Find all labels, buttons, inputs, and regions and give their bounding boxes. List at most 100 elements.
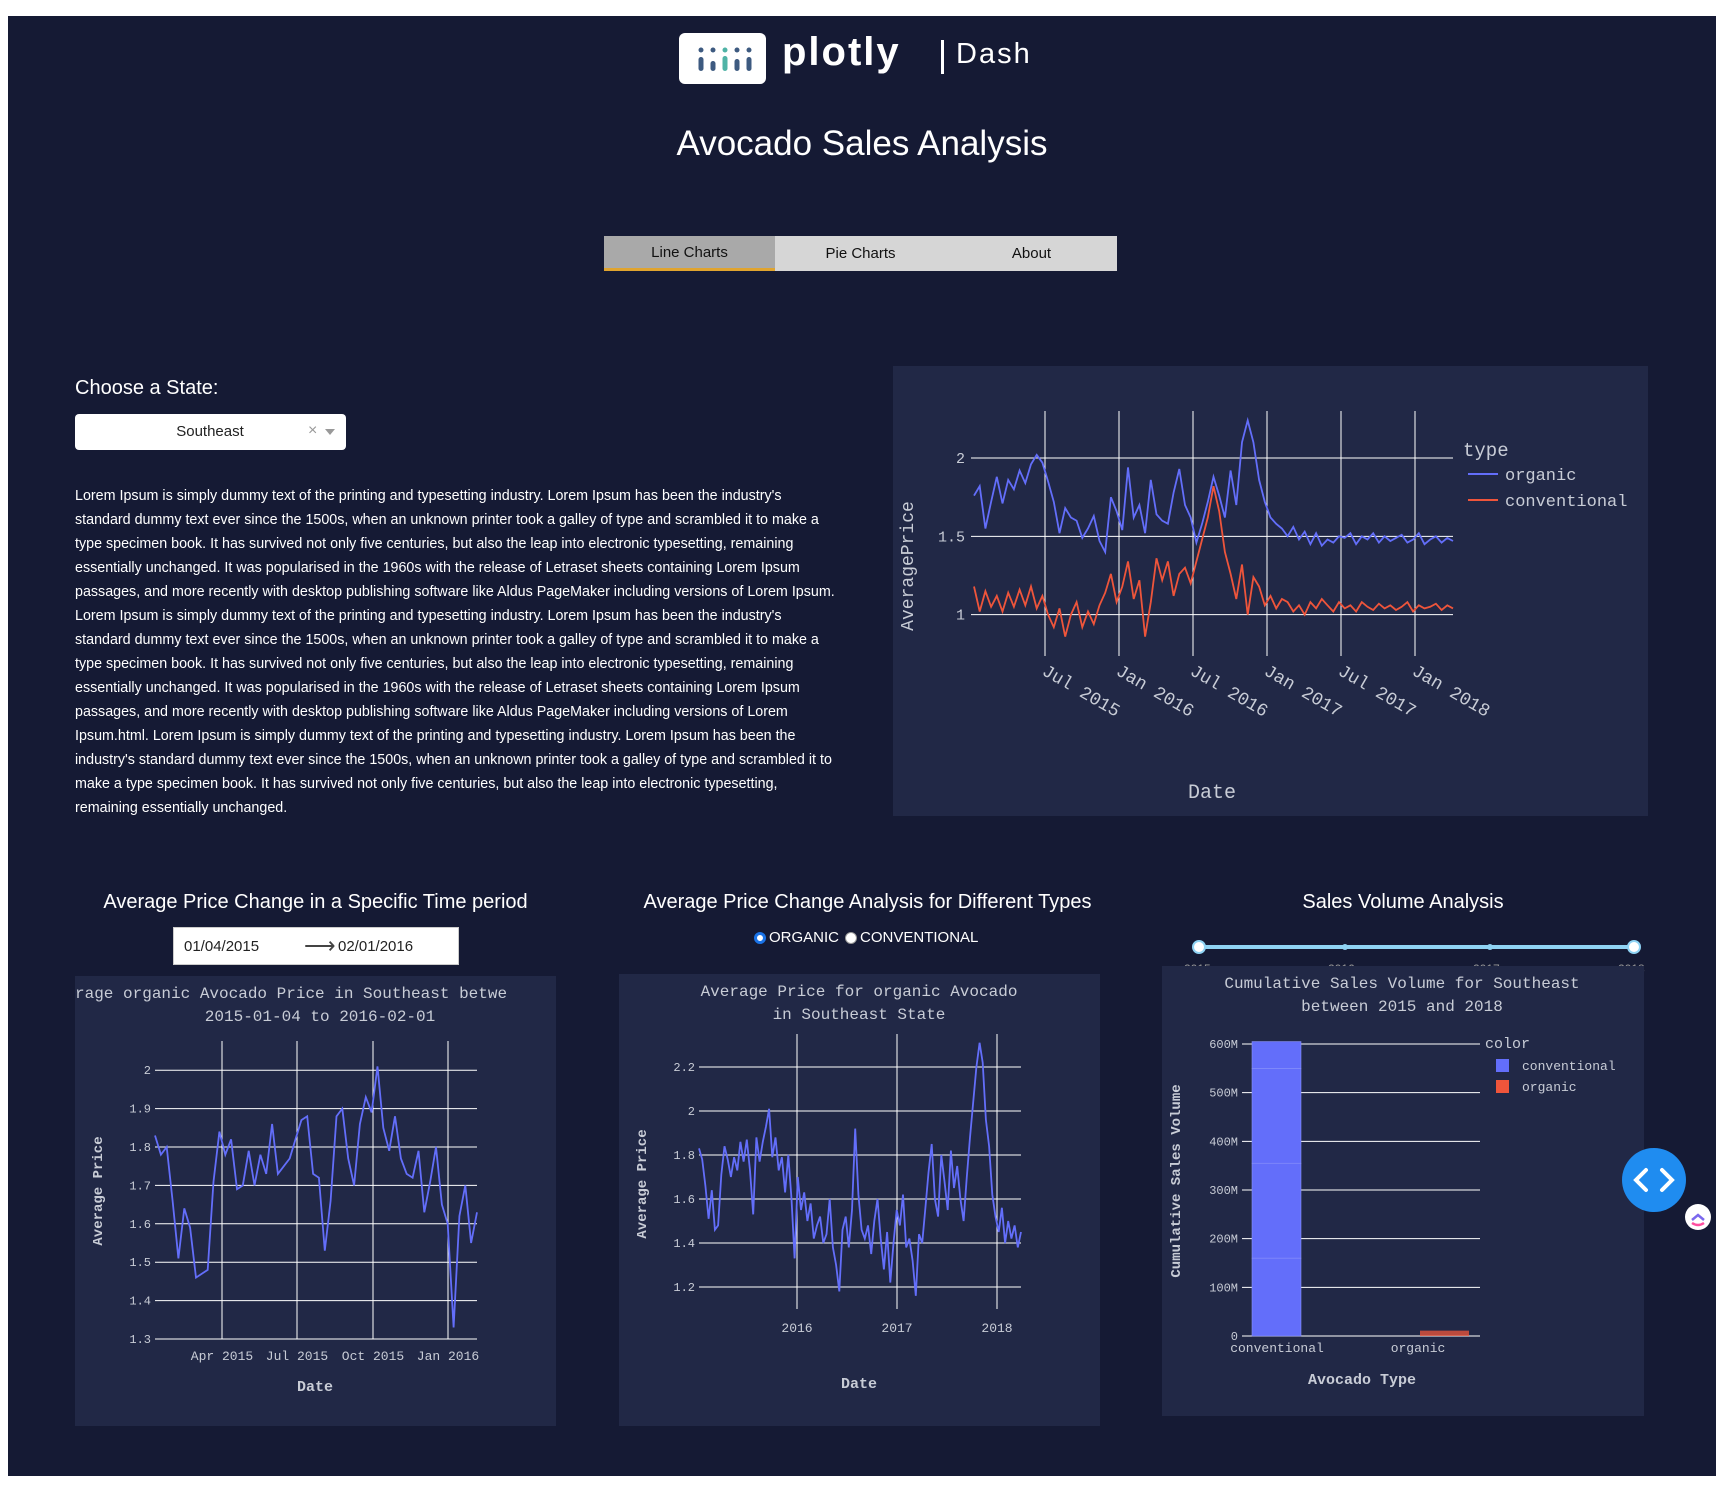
radio-organic[interactable] [754,931,766,944]
bar-organic [1420,1330,1469,1336]
y-tick-label: 1.5 [938,529,965,546]
type-analysis-chart[interactable]: Average Price for organic Avocado in Sout… [619,974,1100,1426]
x-tick-label: 2018 [981,1321,1012,1336]
slider-mark-dot [1342,944,1348,950]
code-brackets-icon [1633,1168,1675,1192]
bar-segment-conventional [1251,1041,1302,1069]
state-dropdown-value: Southeast [176,423,244,440]
x-axis-label: Avocado Type [1308,1372,1416,1389]
x-tick-label: Jul 2016 [1186,662,1271,723]
x-tick-label: Jan 2016 [1112,662,1197,723]
y-axis-label: Average Price [91,1136,107,1245]
slider-track [1198,945,1630,949]
chart-title-line1: rage organic Avocado Price in Southeast … [75,985,507,1003]
description-text: Lorem Ipsum is simply dummy text of the … [75,488,835,816]
y-tick-label: 1.6 [673,1193,695,1207]
y-tick-label: 1.8 [673,1149,695,1163]
code-toggle-button[interactable] [1622,1148,1686,1212]
y-tick-label: 200M [1209,1233,1238,1247]
y-tick-label: 1.3 [129,1333,151,1347]
y-tick-label: 2 [956,451,965,468]
y-tick-label: 600M [1209,1038,1238,1052]
legend-swatch-conventional [1496,1059,1509,1072]
tab-pie-charts[interactable]: Pie Charts [775,236,946,271]
y-axis-label: Average Price [635,1129,651,1238]
chart-title-line2: in Southeast State [773,1006,946,1024]
y-tick-label: 0 [1231,1330,1238,1344]
chart-title-line1: Cumulative Sales Volume for Southeast [1224,975,1579,993]
mid-section-title: Average Price Change Analysis for Differ… [643,891,1092,913]
x-tick-label: Jul 2017 [1334,662,1419,723]
legend-label-conventional: conventional [1505,493,1627,512]
y-tick-label: 1.8 [129,1141,151,1155]
bar-segment-conventional [1251,1257,1302,1337]
arrow-right-icon: ⟶ [304,933,336,961]
x-axis-label: Date [841,1376,877,1393]
sales-volume-chart[interactable]: Cumulative Sales Volume for Southeast bet… [1162,966,1644,1416]
plotly-logo-text: plotly [782,30,901,74]
bars-logo-icon [698,47,752,71]
sales-volume-chart-panel: Cumulative Sales Volume for Southeast bet… [1162,966,1644,1416]
end-date-input[interactable]: 02/01/2016 [338,938,414,955]
main-price-chart-panel: Jul 2015 Jan 2016 Jul 2016 Jan 2017 Jul 2017… [893,366,1648,816]
slider-handle-start[interactable] [1192,940,1206,954]
x-tick-label: Oct 2015 [342,1349,404,1364]
right-section-title: Sales Volume Analysis [1302,891,1504,913]
logo-separator [941,40,944,74]
x-tick-label: 2017 [881,1321,912,1336]
x-tick-label: Jul 2015 [1038,662,1123,723]
x-tick-label: 2016 [781,1321,812,1336]
x-tick-label: Jan 2017 [1260,662,1345,723]
clear-icon[interactable]: × [308,422,318,439]
dash-logo-text: Dash [956,38,1032,70]
bar-segment-conventional [1251,1162,1302,1259]
y-tick-label: 400M [1209,1135,1238,1149]
slider-handle-end[interactable] [1627,940,1641,954]
time-period-chart-panel: rage organic Avocado Price in Southeast … [75,976,556,1426]
legend-label-conventional: conventional [1522,1059,1616,1074]
x-tick-label: Jan 2018 [1408,662,1493,723]
radio-organic-label[interactable]: ORGANIC [769,929,840,946]
tab-about[interactable]: About [946,236,1117,271]
left-section-title: Average Price Change in a Specific Time … [103,891,528,913]
bar-segment-conventional [1251,1068,1302,1164]
y-tick-label: 1.4 [129,1295,151,1309]
state-label: Choose a State: [75,377,219,399]
y-tick-label: 300M [1209,1184,1238,1198]
legend-title: type [1463,440,1509,462]
chart-title-line2: 2015-01-04 to 2016-02-01 [205,1008,435,1026]
tab-bar: Line Charts Pie Charts About [604,236,1117,271]
start-date-input[interactable]: 01/04/2015 [184,938,260,955]
radio-conventional[interactable] [845,931,858,944]
legend-label-organic: organic [1522,1080,1577,1095]
series-line-organic [698,1042,1022,1296]
state-dropdown[interactable]: Southeast × [75,414,346,450]
chart-title-line1: Average Price for organic Avocado [701,983,1018,1001]
series-line-organic [154,1066,478,1328]
x-tick-label: Jul 2015 [266,1349,328,1364]
y-tick-label: 2 [144,1064,151,1078]
radio-conventional-label[interactable]: CONVENTIONAL [860,929,979,946]
clickup-icon[interactable] [1685,1204,1711,1230]
legend-title: color [1485,1036,1530,1053]
legend-swatch-organic [1496,1080,1509,1093]
chevron-down-icon[interactable] [325,429,335,435]
type-radio-group: ORGANIC CONVENTIONAL [752,929,978,946]
y-tick-label: 1.4 [673,1237,695,1251]
slider-mark-dot [1487,944,1493,950]
x-tick-label: Jan 2016 [417,1349,479,1364]
year-range-slider[interactable]: 2015 2016 2017 2018 [1158,932,1648,976]
time-period-chart[interactable]: rage organic Avocado Price in Southeast … [75,976,556,1426]
y-tick-label: 1.6 [129,1218,151,1232]
series-line-organic [973,416,1454,556]
x-axis-label: Date [297,1379,333,1396]
plotly-logo-mark [679,33,766,84]
tab-line-charts[interactable]: Line Charts [604,236,775,271]
type-analysis-chart-panel: Average Price for organic Avocado in Sout… [619,974,1100,1426]
x-axis-label: Date [1188,782,1236,805]
y-tick-label: 100M [1209,1281,1238,1295]
y-tick-label: 1.7 [129,1179,151,1193]
y-tick-label: 2 [688,1105,695,1119]
y-tick-label: 1.2 [673,1281,695,1295]
